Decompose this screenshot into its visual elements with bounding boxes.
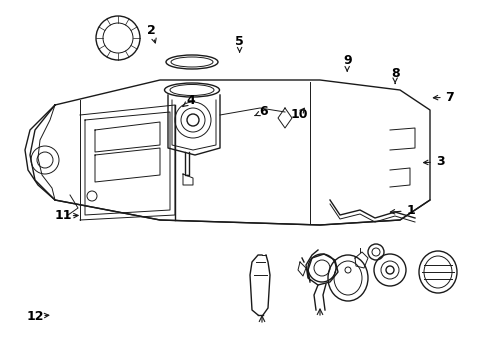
Text: 10: 10 (290, 108, 307, 121)
Text: 5: 5 (235, 35, 244, 48)
Text: 3: 3 (435, 156, 444, 168)
Text: 7: 7 (445, 91, 453, 104)
Text: 12: 12 (26, 310, 44, 323)
Text: 6: 6 (259, 105, 268, 118)
Text: 1: 1 (406, 204, 414, 217)
Text: 2: 2 (147, 24, 156, 37)
Text: 9: 9 (342, 54, 351, 67)
Text: 8: 8 (390, 67, 399, 80)
Text: 11: 11 (55, 210, 72, 222)
Text: 4: 4 (186, 94, 195, 107)
